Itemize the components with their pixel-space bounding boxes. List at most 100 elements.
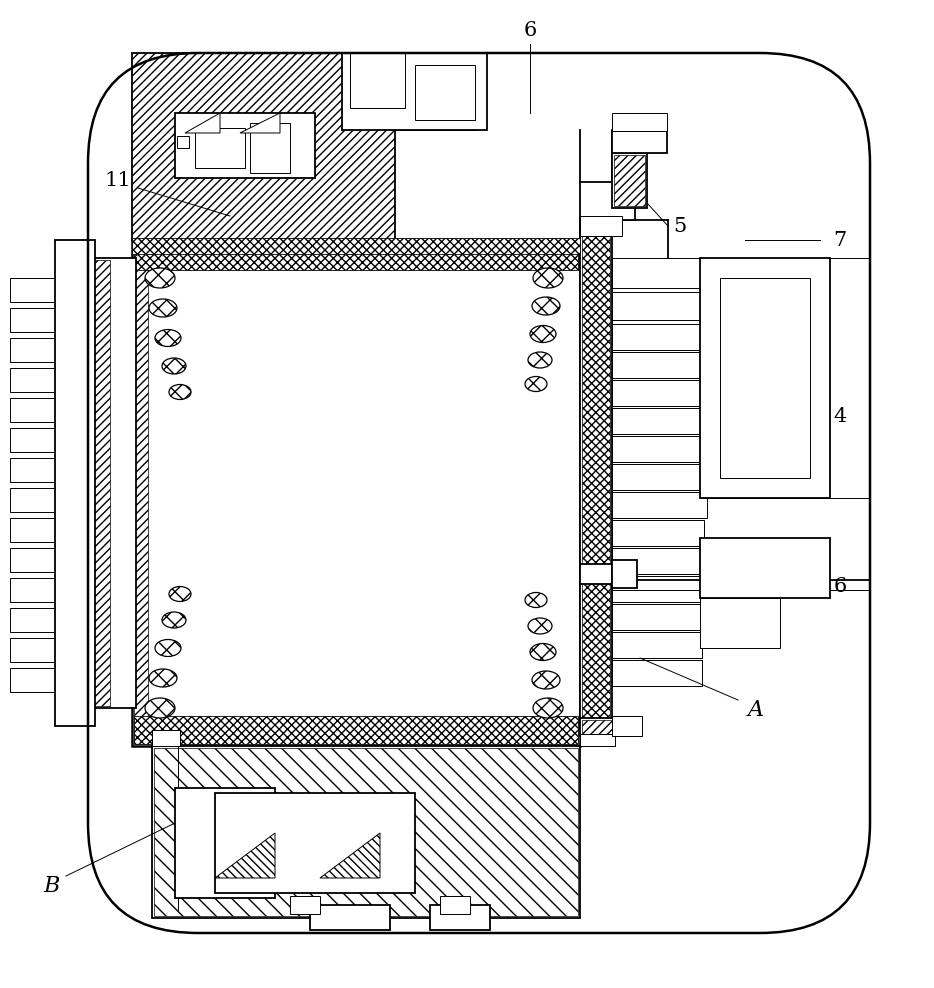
Bar bbox=[612, 324, 712, 350]
Bar bbox=[612, 153, 647, 208]
Bar bbox=[10, 488, 80, 512]
Bar bbox=[195, 128, 245, 168]
Bar bbox=[10, 548, 80, 572]
Bar bbox=[612, 113, 667, 131]
Bar bbox=[580, 216, 622, 236]
Bar bbox=[580, 734, 615, 746]
Bar bbox=[580, 564, 612, 584]
Bar bbox=[90, 260, 110, 706]
Bar bbox=[612, 716, 642, 736]
Ellipse shape bbox=[528, 352, 552, 368]
Bar bbox=[440, 896, 470, 914]
Ellipse shape bbox=[145, 698, 175, 718]
Ellipse shape bbox=[525, 593, 547, 608]
Bar bbox=[10, 608, 90, 632]
Ellipse shape bbox=[533, 268, 563, 288]
Bar bbox=[612, 352, 717, 378]
Bar bbox=[10, 668, 90, 692]
Bar bbox=[430, 905, 490, 930]
Bar bbox=[612, 632, 702, 658]
Bar bbox=[612, 660, 702, 686]
Bar bbox=[612, 548, 702, 574]
Bar bbox=[250, 123, 290, 173]
Bar bbox=[134, 270, 148, 716]
Polygon shape bbox=[185, 113, 220, 133]
Bar bbox=[720, 278, 810, 478]
Bar bbox=[700, 538, 830, 598]
Bar bbox=[10, 458, 90, 482]
Bar bbox=[152, 746, 580, 918]
Bar bbox=[580, 182, 635, 220]
Bar bbox=[612, 292, 707, 320]
Bar bbox=[175, 113, 315, 178]
Ellipse shape bbox=[145, 268, 175, 288]
Polygon shape bbox=[132, 53, 395, 240]
Text: B: B bbox=[44, 875, 60, 897]
Ellipse shape bbox=[525, 376, 547, 391]
Bar bbox=[392, 53, 477, 130]
Bar bbox=[10, 518, 90, 542]
Text: 5: 5 bbox=[673, 216, 686, 235]
Polygon shape bbox=[215, 833, 275, 878]
Ellipse shape bbox=[528, 618, 552, 634]
Bar bbox=[154, 748, 578, 916]
Bar bbox=[612, 492, 707, 518]
Bar bbox=[310, 905, 390, 930]
Bar bbox=[132, 53, 395, 240]
Bar bbox=[177, 136, 189, 148]
Bar bbox=[612, 520, 704, 546]
Bar bbox=[10, 578, 90, 602]
Bar bbox=[612, 560, 637, 588]
Bar bbox=[290, 896, 320, 914]
Text: 6: 6 bbox=[833, 577, 846, 596]
Bar bbox=[700, 598, 780, 648]
Ellipse shape bbox=[162, 612, 186, 628]
Bar bbox=[612, 408, 720, 434]
Bar bbox=[612, 258, 707, 288]
Bar bbox=[612, 131, 667, 153]
Bar bbox=[612, 576, 702, 602]
Bar bbox=[700, 258, 830, 498]
Bar bbox=[350, 53, 405, 108]
Text: A: A bbox=[748, 699, 764, 721]
Bar bbox=[10, 428, 90, 452]
Bar bbox=[215, 793, 415, 893]
Bar bbox=[580, 218, 612, 728]
Ellipse shape bbox=[149, 669, 177, 687]
Bar bbox=[582, 720, 632, 734]
Bar bbox=[10, 308, 90, 332]
Bar bbox=[612, 380, 720, 406]
Text: 11: 11 bbox=[105, 171, 132, 190]
Bar bbox=[134, 242, 578, 270]
Text: 4: 4 bbox=[833, 406, 846, 426]
Bar bbox=[175, 788, 275, 898]
Text: 6: 6 bbox=[523, 21, 537, 40]
Bar bbox=[88, 258, 136, 708]
Bar bbox=[55, 240, 95, 726]
Bar bbox=[10, 278, 90, 302]
Bar bbox=[415, 65, 475, 120]
Bar bbox=[614, 155, 645, 206]
Bar bbox=[582, 220, 610, 726]
Bar bbox=[580, 718, 635, 736]
Ellipse shape bbox=[169, 384, 191, 399]
Polygon shape bbox=[240, 113, 280, 133]
Ellipse shape bbox=[530, 325, 556, 343]
Ellipse shape bbox=[533, 698, 563, 718]
Text: 7: 7 bbox=[833, 230, 846, 250]
Ellipse shape bbox=[530, 643, 556, 661]
Bar bbox=[10, 638, 90, 662]
Bar bbox=[10, 368, 90, 392]
Bar bbox=[10, 398, 80, 422]
Ellipse shape bbox=[162, 358, 186, 374]
Bar bbox=[132, 240, 580, 746]
Bar bbox=[612, 436, 717, 462]
Ellipse shape bbox=[532, 671, 560, 689]
Bar bbox=[10, 338, 90, 362]
Ellipse shape bbox=[149, 299, 177, 317]
Ellipse shape bbox=[155, 639, 181, 656]
Ellipse shape bbox=[155, 330, 181, 347]
Polygon shape bbox=[320, 833, 380, 878]
Bar bbox=[612, 604, 702, 630]
Bar bbox=[612, 464, 712, 490]
